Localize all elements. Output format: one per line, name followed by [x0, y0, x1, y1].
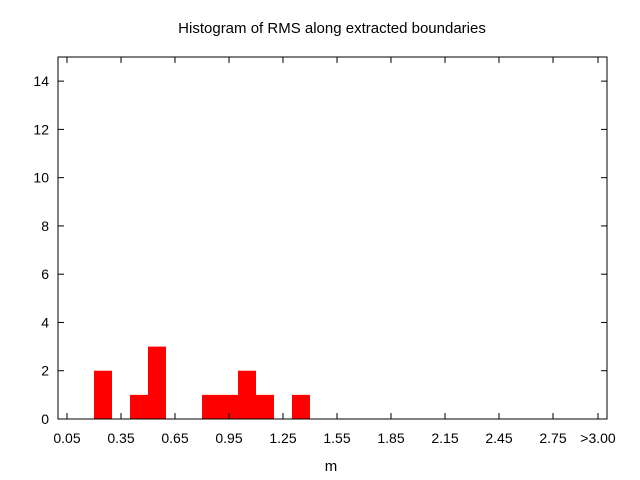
y-tick-label-0: 0 [41, 411, 49, 427]
x-tick-label-1: 0.35 [107, 430, 134, 446]
x-axis-label: m [325, 458, 338, 475]
chart-title: Histogram of RMS along extracted boundar… [178, 20, 486, 37]
x-tick-label-7: 2.15 [431, 430, 458, 446]
histogram-bar-2 [148, 346, 166, 419]
y-tick-label-4: 8 [41, 218, 49, 234]
x-tick-label-8: 2.45 [485, 430, 512, 446]
x-tick-label-10: >3.00 [580, 430, 616, 446]
histogram-bar-4 [220, 394, 238, 419]
x-tick-label-2: 0.65 [161, 430, 188, 446]
histogram-bar-3 [202, 394, 220, 419]
y-tick-label-7: 14 [33, 73, 49, 89]
x-tick-label-0: 0.05 [53, 430, 80, 446]
x-tick-label-4: 1.25 [269, 430, 296, 446]
histogram-bar-5 [238, 370, 256, 419]
y-tick-label-3: 6 [41, 266, 49, 282]
ticks-layer: 0 2 4 6 8 10 12 14 0.05 0.35 0.65 0.95 1.25 1.55 1.85 2… [33, 57, 616, 446]
histogram-bar-6 [256, 394, 274, 419]
histogram-bar-1 [130, 394, 148, 419]
x-tick-label-6: 1.85 [377, 430, 404, 446]
y-tick-label-6: 12 [33, 121, 49, 137]
x-tick-label-9: 2.75 [539, 430, 566, 446]
y-tick-label-1: 2 [41, 363, 49, 379]
x-tick-label-5: 1.55 [323, 430, 350, 446]
histogram-bar-7 [292, 394, 310, 419]
bars-layer [94, 346, 310, 419]
y-tick-label-5: 10 [33, 170, 49, 186]
x-tick-label-3: 0.95 [215, 430, 242, 446]
histogram-bar-0 [94, 370, 112, 419]
y-tick-label-2: 4 [41, 314, 49, 330]
plot-frame [57, 56, 608, 420]
